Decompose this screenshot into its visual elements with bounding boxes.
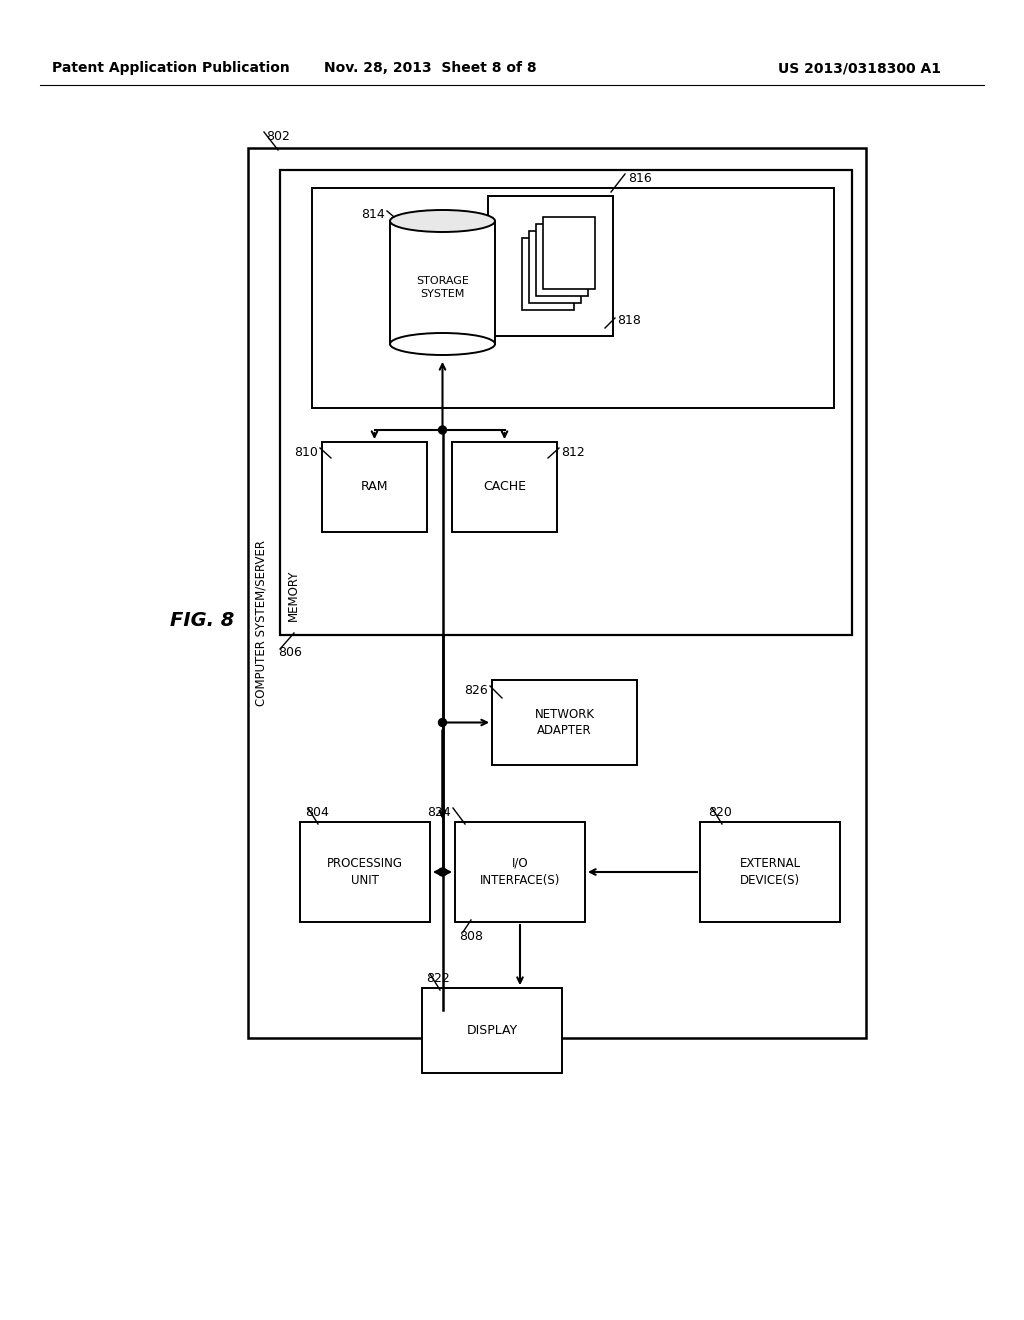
Circle shape: [438, 426, 446, 434]
Text: 804: 804: [305, 805, 329, 818]
Text: NETWORK
ADAPTER: NETWORK ADAPTER: [535, 708, 595, 738]
Text: 810: 810: [294, 446, 318, 458]
Bar: [312, 187, 834, 408]
Text: 812: 812: [561, 446, 585, 458]
Circle shape: [438, 869, 446, 876]
Text: 824: 824: [427, 805, 451, 818]
Text: 802: 802: [266, 129, 290, 143]
Text: 806: 806: [278, 647, 302, 660]
Text: DISPLAY: DISPLAY: [467, 1024, 517, 1038]
Bar: [452, 442, 557, 532]
Text: Patent Application Publication: Patent Application Publication: [52, 61, 290, 75]
Bar: [280, 170, 852, 635]
Bar: [543, 216, 595, 289]
Text: 816: 816: [628, 172, 651, 185]
Text: 820: 820: [708, 805, 732, 818]
Bar: [488, 195, 613, 337]
Ellipse shape: [390, 210, 495, 232]
Bar: [322, 442, 427, 532]
Text: US 2013/0318300 A1: US 2013/0318300 A1: [778, 61, 941, 75]
Bar: [492, 680, 637, 766]
Text: 818: 818: [617, 314, 641, 327]
Text: 826: 826: [464, 684, 488, 697]
Text: RAM: RAM: [360, 480, 388, 494]
Text: COMPUTER SYSTEM/SERVER: COMPUTER SYSTEM/SERVER: [255, 540, 267, 706]
Text: Nov. 28, 2013  Sheet 8 of 8: Nov. 28, 2013 Sheet 8 of 8: [324, 61, 537, 75]
Bar: [528, 231, 581, 304]
Text: EXTERNAL
DEVICE(S): EXTERNAL DEVICE(S): [739, 857, 801, 887]
Bar: [455, 822, 585, 921]
Bar: [521, 238, 573, 310]
Text: MEMORY: MEMORY: [287, 569, 299, 620]
Text: 822: 822: [426, 972, 450, 985]
Text: I/O
INTERFACE(S): I/O INTERFACE(S): [480, 857, 560, 887]
Bar: [300, 822, 430, 921]
Bar: [248, 148, 866, 1038]
Text: STORAGE
SYSTEM: STORAGE SYSTEM: [416, 276, 469, 300]
Bar: [422, 987, 562, 1073]
Bar: [390, 220, 495, 345]
Text: FIG. 8: FIG. 8: [170, 610, 234, 630]
Bar: [700, 822, 840, 921]
Bar: [536, 224, 588, 296]
Ellipse shape: [390, 333, 495, 355]
Text: 814: 814: [361, 209, 385, 222]
Text: PROCESSING
UNIT: PROCESSING UNIT: [327, 857, 403, 887]
Text: 808: 808: [459, 929, 483, 942]
Circle shape: [438, 718, 446, 726]
Text: CACHE: CACHE: [483, 480, 526, 494]
